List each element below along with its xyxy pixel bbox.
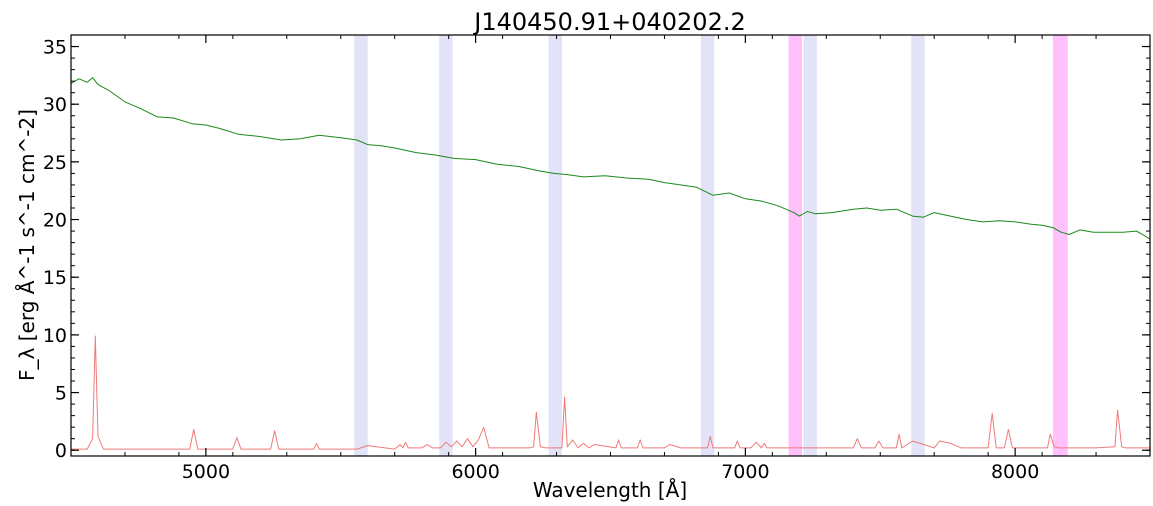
highlight-band-1 [439,35,453,456]
y-tick-label: 10 [43,325,67,347]
y-tick-label: 0 [55,440,67,462]
x-axis-label: Wavelength [Å] [533,478,687,502]
highlight-band-7 [1052,35,1068,456]
y-tick-label: 30 [43,94,67,116]
y-axis-label: F_λ [erg Å^-1 s^-1 cm^-2] [15,109,39,381]
highlight-bands [354,35,1068,456]
x-tick-label: 8000 [991,461,1039,483]
x-tick-label: 6000 [451,461,499,483]
plot-frame [70,34,1151,457]
y-tick-label: 35 [43,37,67,59]
x-tick-label: 7000 [721,461,769,483]
highlight-band-5 [803,35,817,456]
highlight-band-6 [911,35,925,456]
y-tick-label: 25 [43,152,67,174]
highlight-band-4 [788,35,803,456]
data-series [70,77,1151,450]
y-tick-label: 5 [55,383,67,405]
highlight-band-3 [700,35,715,456]
y-tick-label: 15 [43,267,67,289]
series-line-1 [71,335,1150,450]
series-line-0 [70,77,1151,240]
highlight-band-0 [354,35,368,456]
x-tick-label: 5000 [182,461,230,483]
highlight-band-2 [548,35,562,456]
axis-ticks: 5000 6000 7000 8000 0 5 10 15 20 25 30 35 [43,35,1151,483]
y-tick-label: 20 [43,210,67,232]
chart-title: J140450.91+040202.2 [472,8,746,36]
